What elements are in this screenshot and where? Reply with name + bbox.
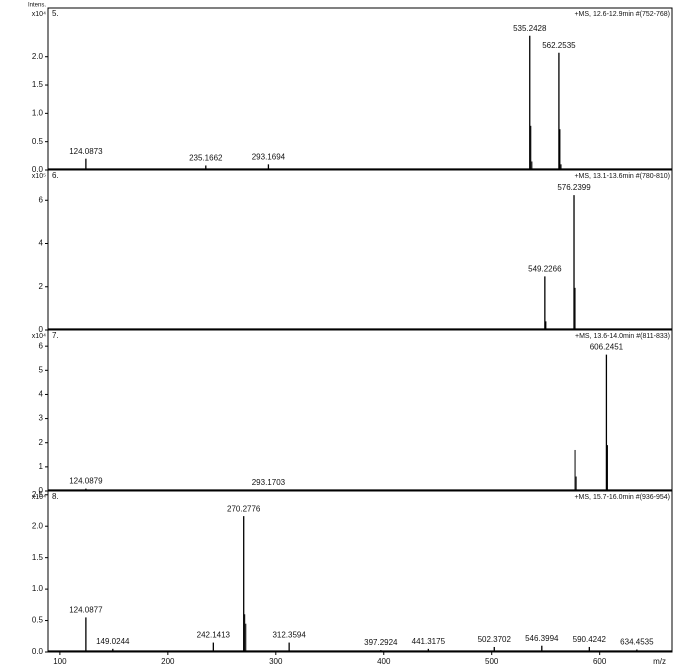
x-tick-label: 100 <box>53 657 67 666</box>
scale-label: x10⁴ <box>32 333 46 340</box>
y-tick-label: 2.0 <box>32 52 44 61</box>
panel-number: 6. <box>52 171 59 180</box>
y-tick-label: 0.5 <box>32 137 44 146</box>
y-tick-label: 1.0 <box>32 108 44 117</box>
peak-label: 124.0879 <box>69 477 103 486</box>
panel-number: 8. <box>52 492 59 501</box>
y-tick-label: 2 <box>39 282 44 291</box>
peak-label: 535.2428 <box>513 24 547 33</box>
peak-label: 502.3702 <box>478 635 512 644</box>
x-tick-label: 400 <box>377 657 391 666</box>
peak-label: 242.1413 <box>197 631 231 640</box>
panel-number: 5. <box>52 9 59 18</box>
peak-label: 441.3175 <box>412 637 446 646</box>
panel-header: +MS, 13.6-14.0min #(811-833) <box>575 333 670 340</box>
peak-label: 312.3594 <box>272 631 306 640</box>
y-tick-label: 2.5 <box>32 490 44 499</box>
peak-label: 576.2399 <box>557 183 591 192</box>
peak-label: 270.2776 <box>227 504 261 513</box>
peak-label: 562.2535 <box>542 41 576 50</box>
panel-frame <box>48 330 672 491</box>
peak-label: 124.0877 <box>69 606 103 615</box>
y-tick-label: 1.0 <box>32 584 44 593</box>
panel-header: +MS, 12.6-12.9min #(752-768) <box>574 11 670 18</box>
peak-label: 235.1662 <box>189 154 223 163</box>
panel-header: +MS, 15.7-16.0min #(936-954) <box>574 494 670 501</box>
y-tick-label: 2 <box>39 438 44 447</box>
peak-label: 124.0873 <box>69 147 103 156</box>
x-tick-label: 200 <box>161 657 175 666</box>
x-title: m/z <box>653 657 666 666</box>
peak-label: 634.4535 <box>620 638 654 647</box>
y-tick-label: 5 <box>39 365 44 374</box>
y-tick-label: 1.5 <box>32 80 44 89</box>
peak-label: 546.3994 <box>525 634 559 643</box>
y-tick-label: 3 <box>39 414 44 423</box>
spectra-figure: 5. x10⁴ Intens. +MS, 12.6-12.9min #(752-768… <box>0 0 683 670</box>
peak-label: 549.2266 <box>528 264 562 273</box>
y-tick-label: 0.5 <box>32 616 44 625</box>
y-tick-label: 6 <box>39 341 44 350</box>
y-tick-label: 4 <box>39 239 44 248</box>
y-tick-label: 6 <box>39 195 44 204</box>
peak-label: 606.2451 <box>590 343 624 352</box>
x-tick-label: 300 <box>269 657 283 666</box>
peak-label: 590.4242 <box>573 635 607 644</box>
peak-label: 149.0244 <box>96 637 130 646</box>
scale-label: x10⁵ <box>32 173 46 180</box>
y-title: Intens. <box>28 3 46 9</box>
y-tick-label: 1.5 <box>32 553 44 562</box>
y-tick-label: 2.0 <box>32 521 44 530</box>
scale-label: x10⁴ <box>32 11 46 18</box>
peak-label: 293.1694 <box>252 152 286 161</box>
panel-frame <box>48 170 672 330</box>
y-tick-label: 4 <box>39 390 44 399</box>
panel-frame <box>48 491 672 652</box>
panel-frame <box>48 8 672 170</box>
peak-label: 397.2924 <box>364 638 398 647</box>
panel-number: 7. <box>52 331 59 340</box>
x-tick-label: 600 <box>593 657 607 666</box>
x-tick-label: 500 <box>485 657 499 666</box>
peak-label: 293.1703 <box>252 478 286 487</box>
y-tick-label: 1 <box>39 462 44 471</box>
panel-header: +MS, 13.1-13.6min #(780-810) <box>574 173 670 180</box>
y-tick-label: 0.0 <box>32 647 44 656</box>
